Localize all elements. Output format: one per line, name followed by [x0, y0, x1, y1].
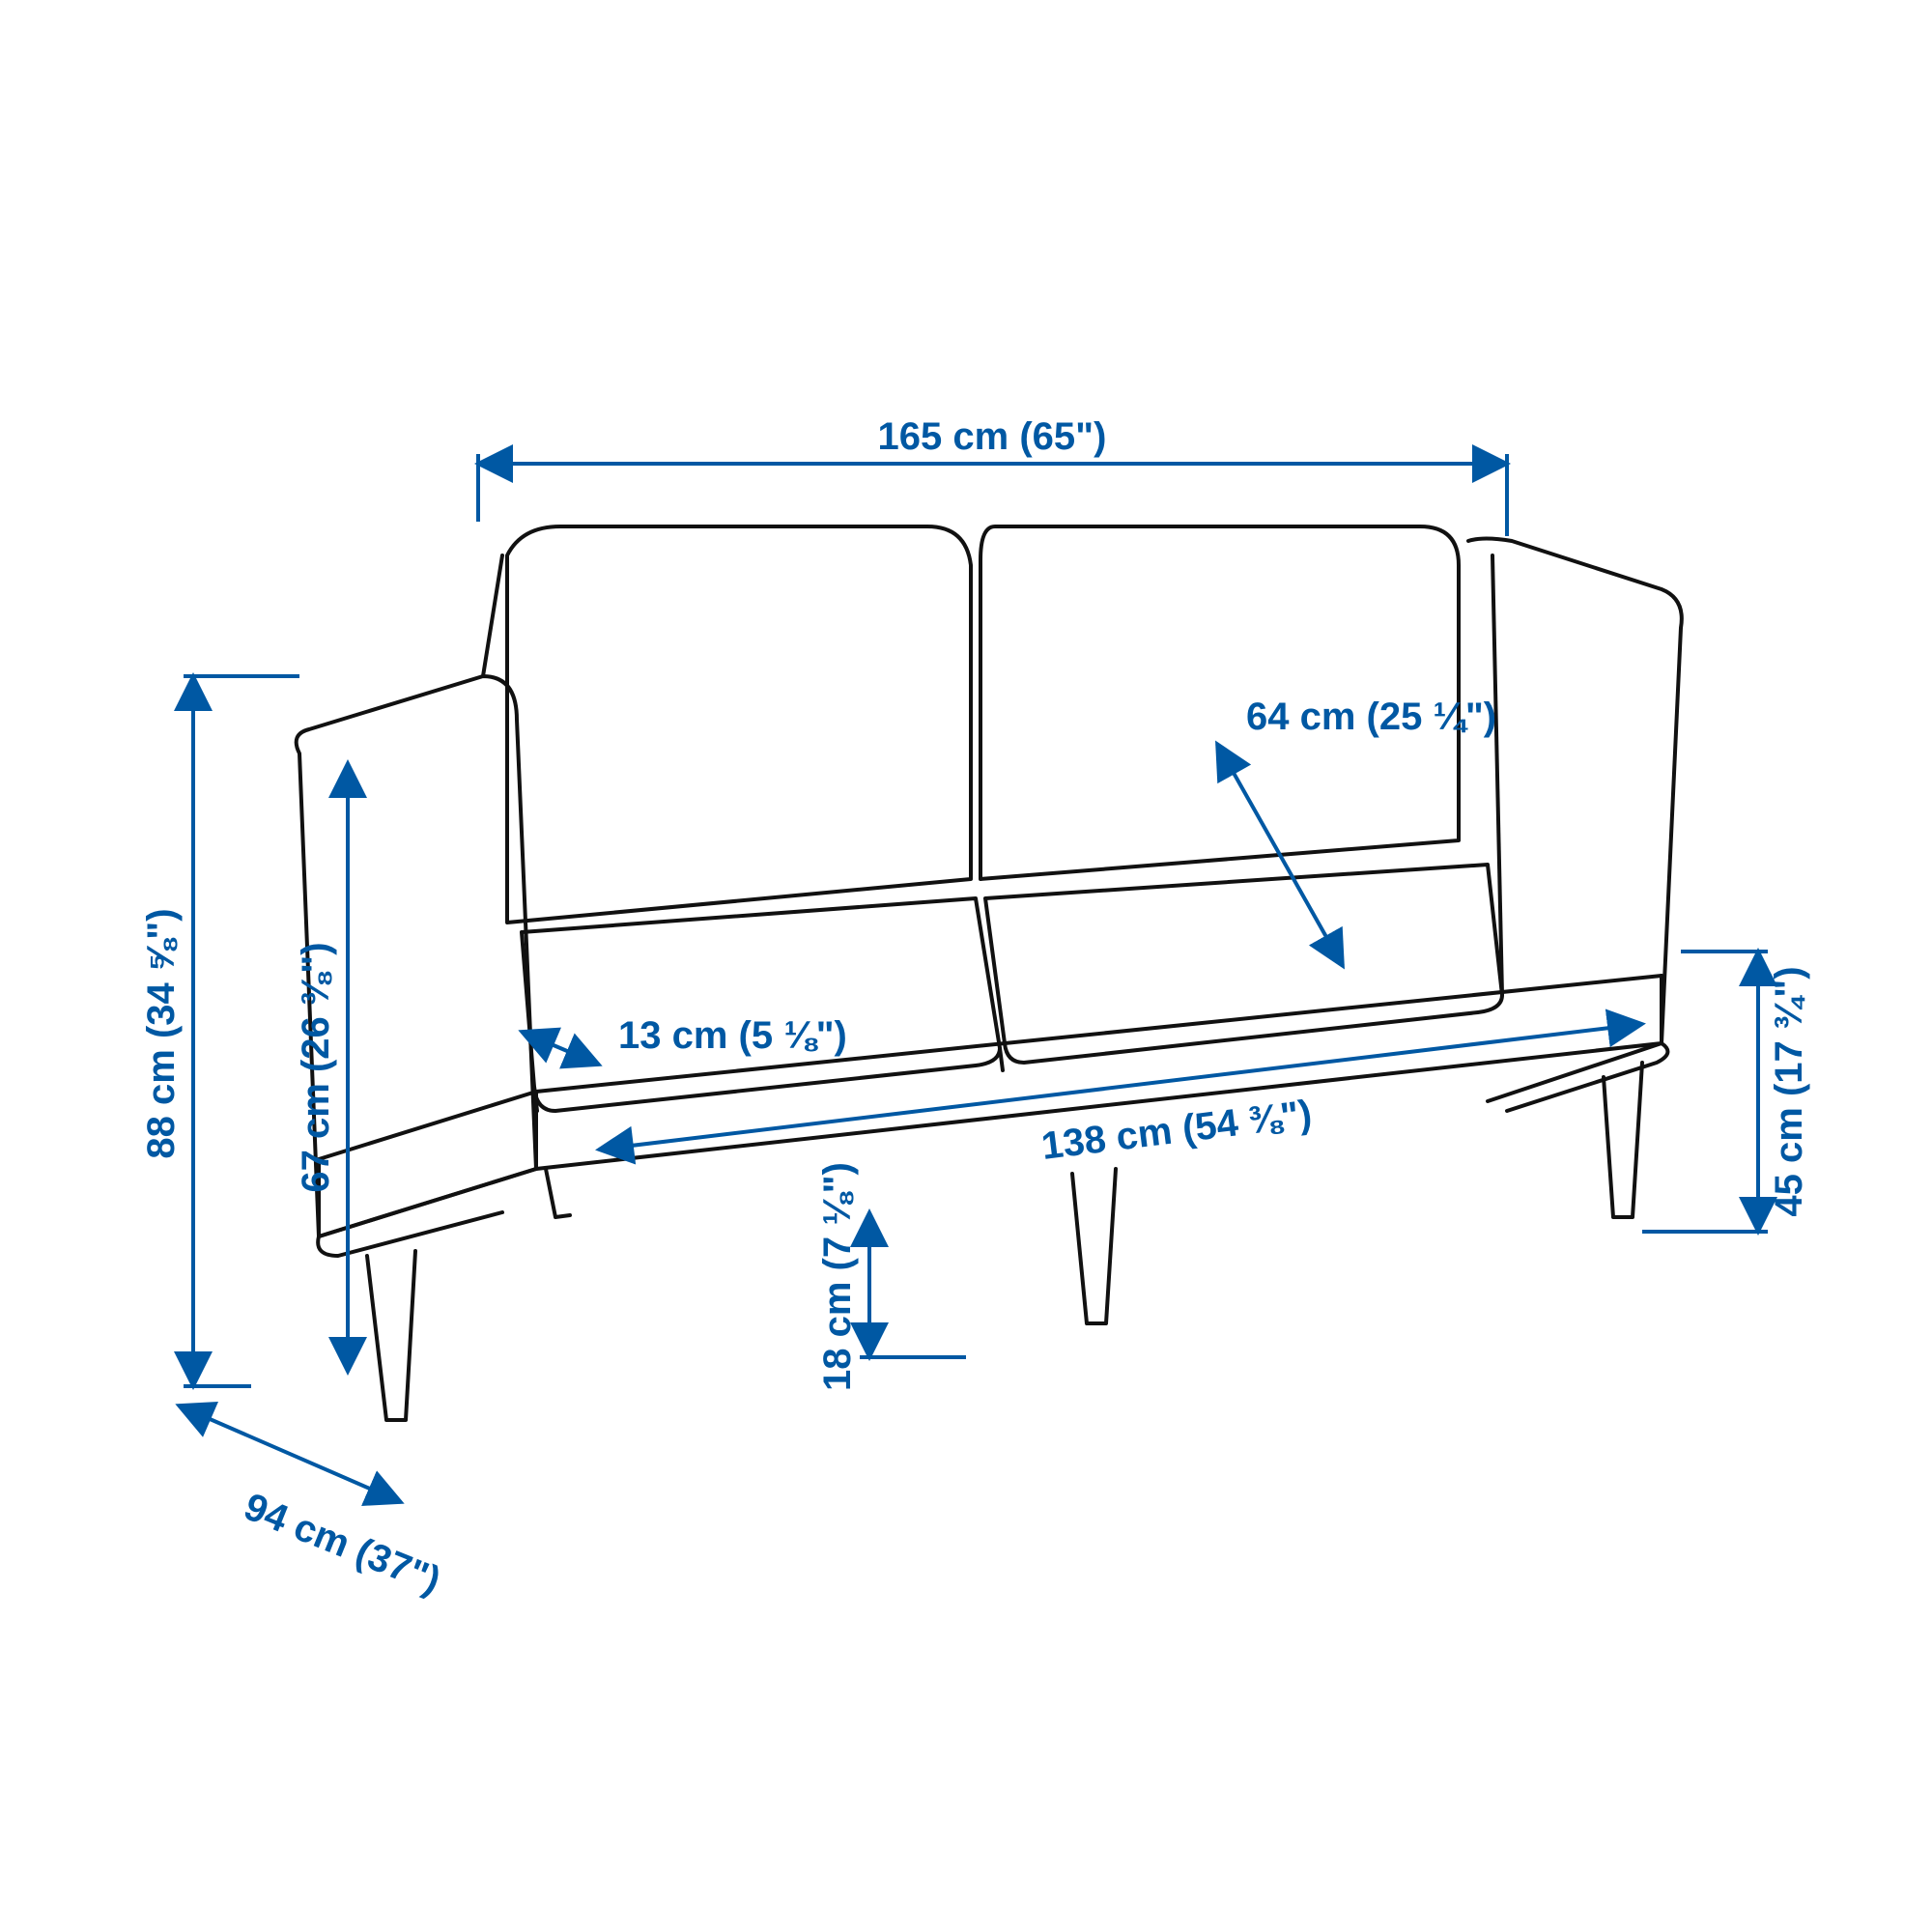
- dim-leg-height-in: (7 ⅛"): [816, 1162, 859, 1270]
- svg-text:94 cm (37"): 94 cm (37"): [239, 1486, 447, 1603]
- dim-depth-in: (37"): [350, 1530, 446, 1603]
- svg-text:67 cm (26 ⅜"): 67 cm (26 ⅜"): [295, 942, 337, 1192]
- dim-seat-width-in: (54 ⅜"): [1179, 1093, 1314, 1151]
- dim-leg-height: 18 cm (7 ⅛"): [816, 1162, 966, 1391]
- dim-depth-cm: 94 cm: [239, 1486, 356, 1566]
- dim-arm-width: 13 cm (5 ⅛"): [522, 1014, 847, 1065]
- svg-text:88 cm (34 ⅝"): 88 cm (34 ⅝"): [140, 908, 183, 1158]
- svg-text:138 cm (54 ⅜"): 138 cm (54 ⅜"): [1039, 1093, 1315, 1168]
- dim-seat-height-in: (17 ¾"): [1768, 966, 1810, 1096]
- dim-seat-width-cm: 138 cm: [1039, 1110, 1175, 1168]
- dim-overall-height-cm: 88 cm: [140, 1049, 183, 1158]
- dim-seat-depth: 64 cm (25 ¼"): [1217, 696, 1496, 966]
- sofa-outline: [297, 526, 1682, 1420]
- dim-seat-height: 45 cm (17 ¾"): [1642, 952, 1810, 1232]
- svg-text:13 cm (5 ⅛"): 13 cm (5 ⅛"): [618, 1014, 847, 1057]
- dim-leg-height-cm: 18 cm: [816, 1282, 859, 1391]
- dim-overall-height: 88 cm (34 ⅝"): [140, 676, 299, 1386]
- dim-overall-width-cm: 165 cm: [878, 415, 1009, 458]
- dim-seat-depth-in: (25 ¼"): [1367, 696, 1497, 738]
- dim-arm-width-cm: 13 cm: [618, 1014, 727, 1057]
- svg-text:165 cm (65"): 165 cm (65"): [878, 415, 1107, 458]
- dim-arm-width-in: (5 ⅛"): [739, 1014, 847, 1057]
- dim-overall-width-in: (65"): [1019, 415, 1106, 458]
- sofa-dimension-diagram: 165 cm (65") 88 cm (34 ⅝") 67 cm (26 ⅜")…: [0, 0, 1932, 1932]
- svg-text:64 cm (25 ¼"): 64 cm (25 ¼"): [1246, 696, 1496, 738]
- svg-text:18 cm (7 ⅛"): 18 cm (7 ⅛"): [816, 1162, 859, 1391]
- dim-seat-depth-cm: 64 cm: [1246, 696, 1355, 738]
- dim-overall-width: 165 cm (65"): [478, 415, 1507, 536]
- dim-arm-height-in: (26 ⅜"): [295, 942, 337, 1072]
- dim-arm-height-cm: 67 cm: [295, 1083, 337, 1192]
- svg-text:45 cm (17 ¾"): 45 cm (17 ¾"): [1768, 966, 1810, 1216]
- dim-seat-height-cm: 45 cm: [1768, 1107, 1810, 1216]
- dim-overall-height-in: (34 ⅝"): [140, 908, 183, 1038]
- dim-depth: 94 cm (37"): [179, 1406, 446, 1603]
